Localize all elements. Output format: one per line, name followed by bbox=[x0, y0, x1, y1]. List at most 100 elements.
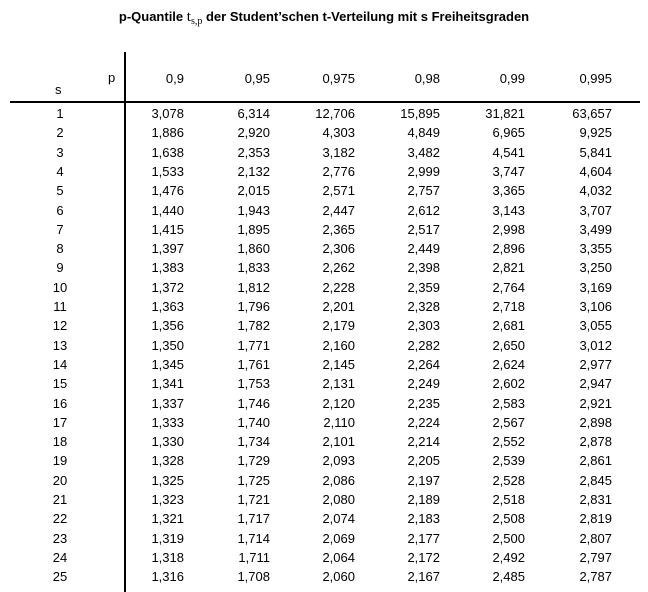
row-s-value: 7 bbox=[56, 221, 64, 237]
row-s-value: 23 bbox=[52, 530, 68, 546]
table-cell: 1,319 bbox=[151, 530, 184, 546]
table-cell: 2,145 bbox=[322, 356, 355, 372]
table-cell: 2,602 bbox=[492, 376, 525, 392]
table-cell: 31,821 bbox=[485, 106, 525, 121]
title-subscript: s,p bbox=[190, 16, 203, 27]
column-header: 0,98 bbox=[414, 71, 440, 86]
table-cell: 2,132 bbox=[237, 163, 270, 179]
table-cell: 2,898 bbox=[579, 414, 612, 430]
table-cell: 2,518 bbox=[492, 492, 525, 507]
table-cell: 1,345 bbox=[151, 356, 184, 372]
row-s-value: 25 bbox=[52, 569, 68, 585]
table-cell: 2,303 bbox=[407, 318, 440, 334]
row-s-value: 16 bbox=[52, 395, 68, 411]
table-cell: 1,746 bbox=[237, 395, 270, 411]
table-cell: 2,201 bbox=[322, 299, 355, 314]
title-suffix: der Student’schen t-Verteilung mit s Fre… bbox=[205, 9, 530, 24]
table-cell: 3,707 bbox=[579, 202, 612, 218]
table-cell: 2,262 bbox=[322, 260, 355, 276]
row-s-value: 8 bbox=[56, 241, 64, 257]
table-cell: 3,012 bbox=[579, 337, 612, 353]
table-cell: 4,032 bbox=[579, 183, 612, 199]
table-cell: 2,681 bbox=[492, 318, 525, 334]
table-cell: 1,316 bbox=[151, 569, 184, 585]
table-cell: 1,860 bbox=[237, 241, 270, 257]
table-cell: 2,567 bbox=[492, 414, 525, 430]
table-cell: 1,350 bbox=[151, 337, 184, 353]
table-cell: 1,333 bbox=[151, 414, 184, 430]
table-cell: 2,189 bbox=[407, 492, 440, 507]
table-cell: 2,224 bbox=[407, 414, 440, 430]
table-cell: 3,055 bbox=[579, 318, 612, 334]
table-cell: 3,355 bbox=[579, 241, 612, 257]
table-cell: 2,878 bbox=[579, 434, 612, 450]
row-s-value: 12 bbox=[52, 318, 68, 334]
table-cell: 2,612 bbox=[407, 202, 440, 218]
table-cell: 63,657 bbox=[572, 106, 612, 121]
table-cell: 2,999 bbox=[407, 163, 440, 179]
table-cell: 6,314 bbox=[237, 106, 270, 121]
table-cell: 3,250 bbox=[579, 260, 612, 276]
table-cell: 3,078 bbox=[151, 106, 184, 121]
table-cell: 1,812 bbox=[237, 279, 270, 295]
title-prefix: p-Quantile bbox=[118, 9, 184, 24]
table-cell: 1,708 bbox=[237, 569, 270, 585]
table-row: 1 3,078 6,314 12,706 15,895 31,821 63,657 bbox=[0, 106, 648, 124]
table-cell: 2,492 bbox=[492, 549, 525, 565]
table-cell: 2,353 bbox=[237, 144, 270, 160]
vertical-divider bbox=[124, 52, 126, 592]
table-cell: 2,552 bbox=[492, 434, 525, 450]
header-p-label: p bbox=[108, 70, 116, 85]
table-cell: 2,306 bbox=[322, 241, 355, 257]
table-cell: 2,583 bbox=[492, 395, 525, 411]
table-cell: 2,328 bbox=[407, 299, 440, 314]
table-row: 19 1,328 1,729 2,093 2,205 2,539 2,861 bbox=[0, 453, 648, 471]
table-cell: 1,533 bbox=[151, 163, 184, 179]
row-s-value: 1 bbox=[56, 106, 64, 121]
table-row: 15 1,341 1,753 2,131 2,249 2,602 2,947 bbox=[0, 376, 648, 394]
table-row: 25 1,316 1,708 2,060 2,167 2,485 2,787 bbox=[0, 569, 648, 587]
row-s-value: 9 bbox=[56, 260, 64, 276]
table-cell: 1,753 bbox=[237, 376, 270, 392]
table-cell: 3,182 bbox=[322, 144, 355, 160]
table-cell: 1,771 bbox=[237, 337, 270, 353]
table-cell: 1,372 bbox=[151, 279, 184, 295]
table-cell: 2,398 bbox=[407, 260, 440, 276]
table-cell: 4,604 bbox=[579, 163, 612, 179]
table-cell: 2,500 bbox=[492, 530, 525, 546]
table-cell: 1,796 bbox=[237, 299, 270, 314]
table-cell: 1,476 bbox=[151, 183, 184, 199]
table-cell: 1,886 bbox=[151, 125, 184, 141]
table-cell: 3,365 bbox=[492, 183, 525, 199]
table-cell: 1,341 bbox=[151, 376, 184, 392]
table-row: 2 1,886 2,920 4,303 4,849 6,965 9,925 bbox=[0, 125, 648, 143]
table-row: 14 1,345 1,761 2,145 2,264 2,624 2,977 bbox=[0, 357, 648, 375]
table-cell: 2,205 bbox=[407, 453, 440, 469]
row-s-value: 14 bbox=[52, 356, 68, 372]
table-row: 3 1,638 2,353 3,182 3,482 4,541 5,841 bbox=[0, 145, 648, 163]
table-cell: 1,356 bbox=[151, 318, 184, 334]
table-cell: 2,449 bbox=[407, 241, 440, 257]
table-cell: 2,110 bbox=[323, 414, 355, 430]
table-cell: 2,624 bbox=[492, 356, 525, 372]
table-cell: 2,821 bbox=[492, 260, 525, 276]
row-s-value: 21 bbox=[52, 492, 68, 507]
table-cell: 2,787 bbox=[579, 569, 612, 585]
table-cell: 2,896 bbox=[492, 241, 525, 257]
table-cell: 2,197 bbox=[407, 472, 440, 488]
table-cell: 2,064 bbox=[322, 549, 355, 565]
table-row: 16 1,337 1,746 2,120 2,235 2,583 2,921 bbox=[0, 396, 648, 414]
table-row: 5 1,476 2,015 2,571 2,757 3,365 4,032 bbox=[0, 183, 648, 201]
table-cell: 3,143 bbox=[492, 202, 525, 218]
table-cell: 2,214 bbox=[407, 434, 440, 450]
table-cell: 1,318 bbox=[151, 549, 184, 565]
table-cell: 2,235 bbox=[407, 395, 440, 411]
table-cell: 1,363 bbox=[151, 299, 184, 314]
table-cell: 1,321 bbox=[151, 511, 184, 527]
table-cell: 2,807 bbox=[579, 530, 612, 546]
page-title: p-Quantile ts,p der Student’schen t-Vert… bbox=[0, 9, 648, 27]
table-row: 12 1,356 1,782 2,179 2,303 2,681 3,055 bbox=[0, 318, 648, 336]
table-cell: 2,508 bbox=[492, 511, 525, 527]
table-cell: 2,757 bbox=[407, 183, 440, 199]
table-cell: 1,711 bbox=[238, 549, 270, 565]
